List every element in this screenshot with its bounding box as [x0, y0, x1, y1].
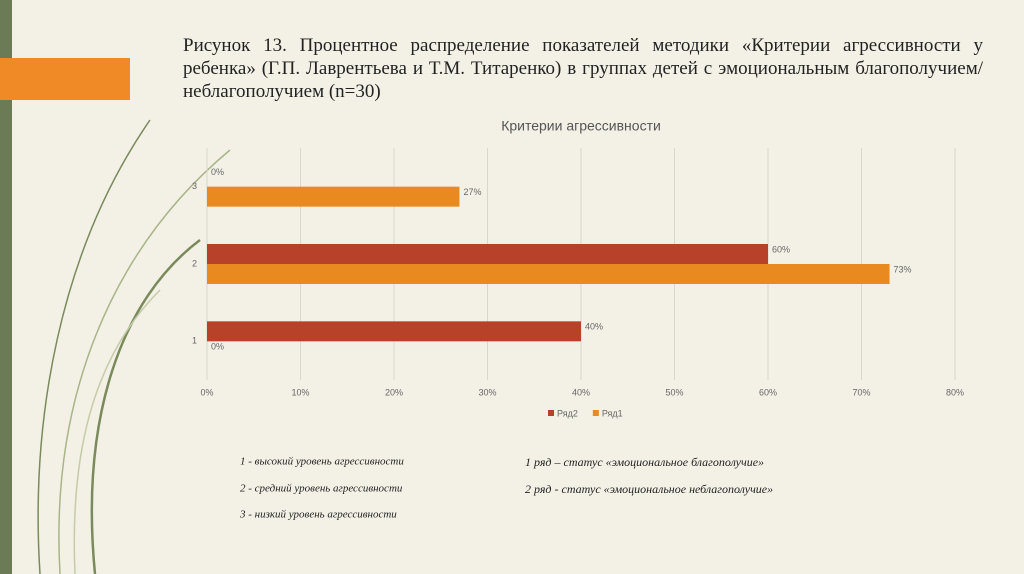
y-tick-label: 1 — [192, 336, 197, 346]
x-tick-label: 30% — [478, 387, 496, 397]
legend-label: Ряд2 — [557, 408, 578, 418]
x-tick-label: 0% — [200, 387, 213, 397]
note: 1 - высокий уровень агрессивности — [240, 456, 404, 468]
data-label: 73% — [894, 264, 912, 274]
note: 2 ряд - статус «эмоциональное неблагопол… — [525, 482, 773, 496]
x-tick-label: 40% — [572, 387, 590, 397]
note: 1 ряд – статус «эмоциональное благополуч… — [525, 455, 764, 469]
bar — [207, 186, 460, 207]
side-bar — [0, 0, 12, 574]
accent — [0, 58, 130, 100]
y-tick-label: 2 — [192, 258, 197, 268]
chart-title: Критерии агрессивности — [501, 118, 661, 134]
data-label: 0% — [211, 342, 224, 352]
x-tick-label: 60% — [759, 387, 777, 397]
caption: Рисунок 13. Процентное распределение пок… — [183, 35, 983, 102]
y-tick-label: 3 — [192, 181, 197, 191]
x-tick-label: 10% — [291, 387, 309, 397]
legend-label: Ряд1 — [602, 408, 623, 418]
x-tick-label: 50% — [665, 387, 683, 397]
note: 2 - средний уровень агрессивности — [240, 483, 403, 495]
x-tick-label: 70% — [852, 387, 870, 397]
bar — [207, 264, 890, 284]
data-label: 0% — [211, 167, 224, 177]
legend-swatch — [548, 410, 554, 416]
legend-swatch — [592, 410, 599, 416]
decor — [37, 119, 231, 574]
x-tick-label: 80% — [946, 387, 964, 397]
bar — [207, 321, 581, 342]
note: 3 - низкий уровень агрессивности — [239, 509, 397, 521]
data-label: 27% — [463, 187, 481, 197]
x-tick-label: 20% — [385, 387, 403, 397]
bar — [207, 244, 768, 264]
data-label: 40% — [585, 322, 603, 332]
data-label: 60% — [772, 244, 790, 254]
